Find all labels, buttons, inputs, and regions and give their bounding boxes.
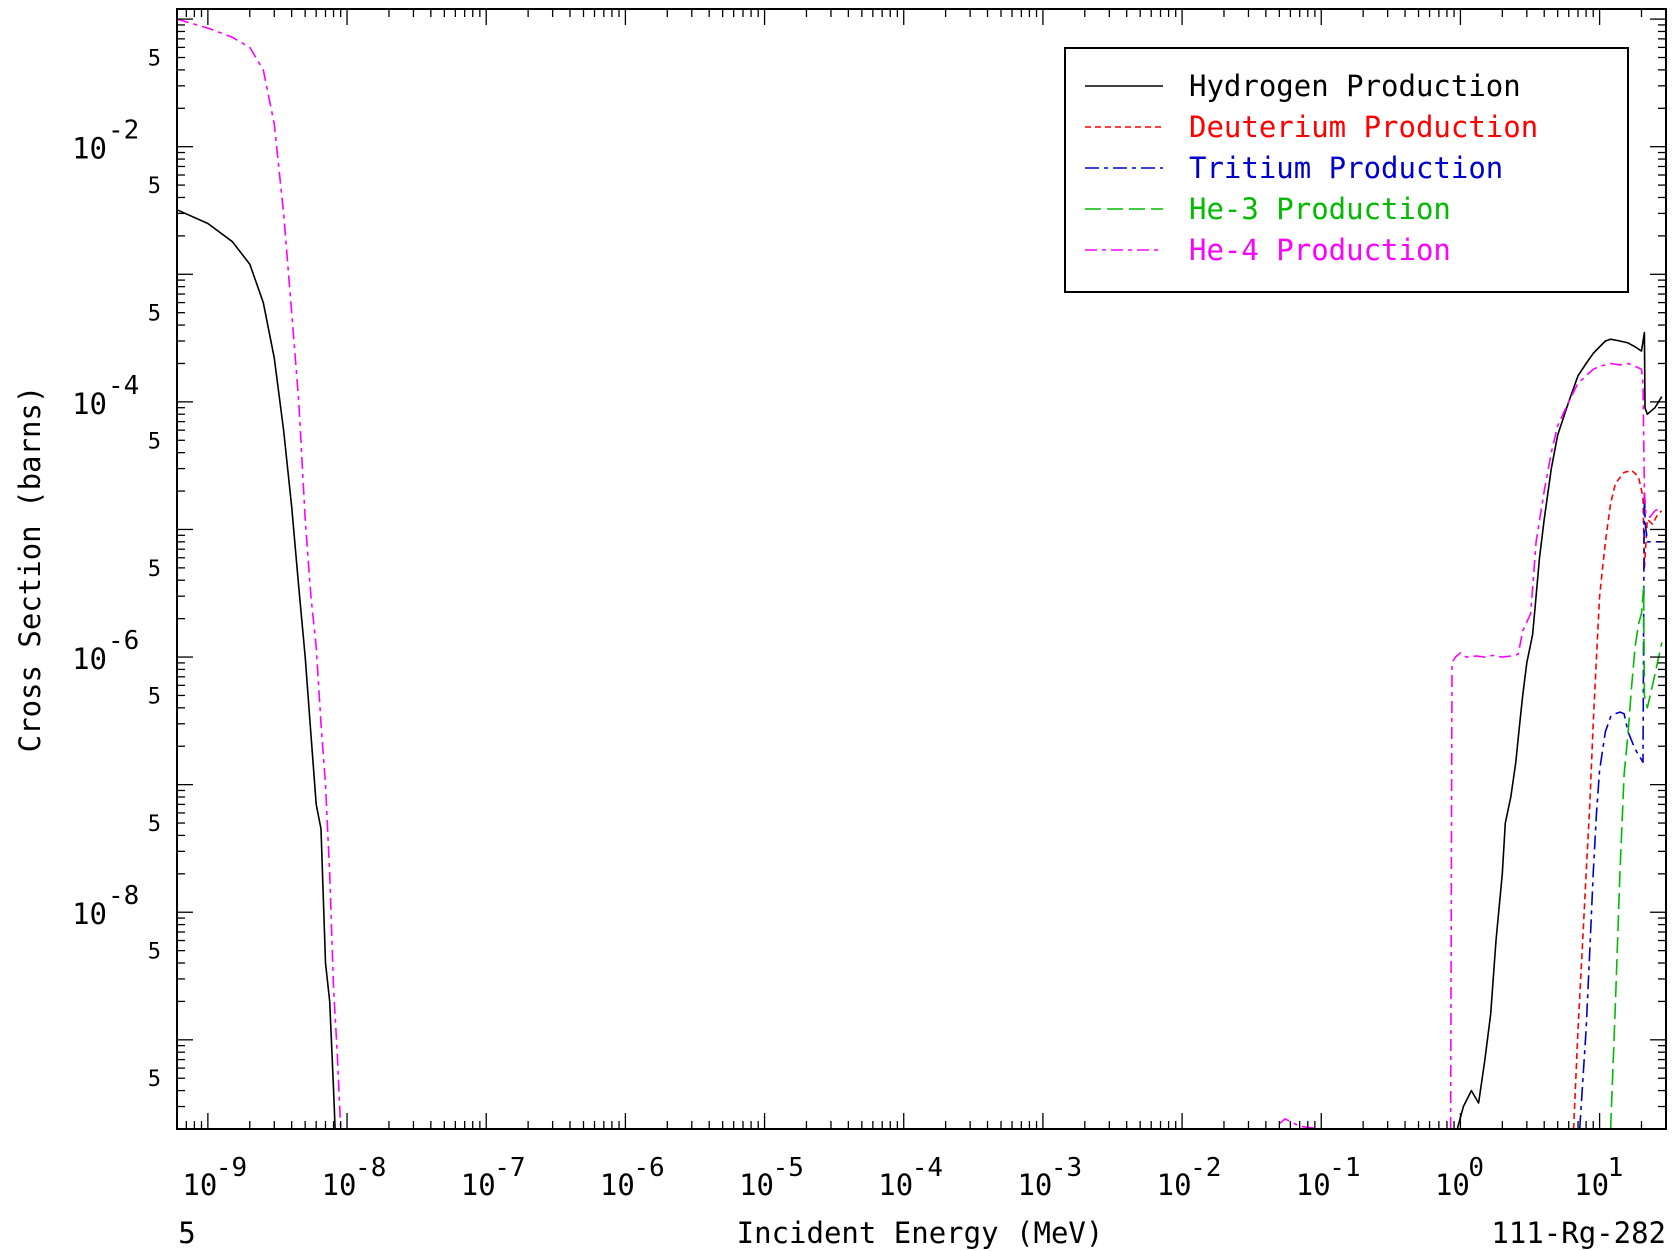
y-tick-label-exponent: -4	[108, 371, 139, 401]
series-line-he-4-production-part-1	[177, 18, 342, 1129]
y-tick-label-exponent: -8	[108, 881, 139, 911]
x-tick-label-base: 10	[182, 1168, 217, 1202]
series-curves	[177, 18, 1663, 1129]
series-line-deuterium-production-part-1	[1572, 469, 1663, 1129]
x-tick-label-base: 10	[322, 1168, 357, 1202]
x-tick-label-exponent: -9	[216, 1153, 247, 1183]
legend-label-he-4-production: He-4 Production	[1189, 233, 1451, 267]
x-tick-label-exponent: 1	[1608, 1153, 1624, 1183]
series-line-he-3-production-part-1	[1609, 586, 1663, 1129]
axis-ticks	[176, 9, 1667, 1130]
legend-label-he-3-production: He-3 Production	[1189, 192, 1451, 226]
x-tick-label-exponent: 0	[1468, 1153, 1484, 1183]
x-tick-label-base: 10	[1017, 1168, 1052, 1202]
axis-tick-labels: 10-9 10-8 10-7 10-6 10-5 10-4 10-3 10-2 10-1 100 1…	[72, 47, 1623, 1202]
legend-label-tritium-production: Tritium Production	[1189, 151, 1503, 185]
x-tick-label-base: 10	[1157, 1168, 1192, 1202]
legend: Hydrogen Production Deuterium Production T…	[1064, 47, 1629, 293]
x-tick-label-base: 10	[461, 1168, 496, 1202]
legend-label-deuterium-production: Deuterium Production	[1189, 110, 1538, 144]
x-tick-label-exponent: -8	[355, 1153, 386, 1183]
y-tick-label-five: 5	[148, 812, 161, 837]
plot-frame	[176, 8, 1667, 1130]
x-tick-label-exponent: -5	[773, 1153, 804, 1183]
x-tick-label-base: 10	[1574, 1168, 1609, 1202]
y-tick-label-five: 5	[148, 174, 161, 199]
x-tick-label-exponent: -2	[1190, 1153, 1221, 1183]
legend-items: Hydrogen Production Deuterium Production T…	[1085, 69, 1538, 267]
series-line-tritium-production-part-1	[1578, 490, 1662, 1129]
y-tick-label-five: 5	[148, 47, 161, 72]
series-line-hydrogen-production-part-1	[177, 209, 336, 1129]
x-tick-label-base: 10	[600, 1168, 635, 1202]
x-tick-label-base: 10	[878, 1168, 913, 1202]
series-line-he-4-production-part-3	[1449, 362, 1663, 1129]
y-tick-label-base: 10	[72, 642, 107, 676]
y-tick-label-base: 10	[72, 132, 107, 166]
y-tick-label-five: 5	[148, 557, 161, 582]
x-tick-label-base: 10	[1435, 1168, 1470, 1202]
y-tick-label-five: 5	[148, 429, 161, 454]
y-tick-label-five: 5	[148, 302, 161, 327]
y-tick-label-exponent: -6	[108, 626, 139, 656]
x-tick-label-exponent: -6	[633, 1153, 664, 1183]
x-tick-label-exponent: -4	[912, 1153, 943, 1183]
series-line-he-4-production-part-2	[1278, 1118, 1322, 1129]
y-axis-label: Cross Section (barns)	[13, 386, 47, 753]
y-tick-label-base: 10	[72, 897, 107, 931]
x-tick-label-base: 10	[1296, 1168, 1331, 1202]
corner-left-label: 5	[178, 1216, 195, 1250]
y-tick-label-five: 5	[148, 1067, 161, 1092]
legend-box	[1064, 47, 1629, 293]
x-tick-label-base: 10	[739, 1168, 774, 1202]
series-line-hydrogen-production-part-2	[1456, 331, 1663, 1129]
y-tick-label-five: 5	[148, 684, 161, 709]
y-tick-label-five: 5	[148, 940, 161, 965]
x-tick-label-exponent: -3	[1051, 1153, 1082, 1183]
x-tick-label-exponent: -7	[494, 1153, 525, 1183]
x-tick-label-exponent: -1	[1329, 1153, 1360, 1183]
legend-label-hydrogen-production: Hydrogen Production	[1189, 69, 1521, 103]
x-axis-label: Incident Energy (MeV)	[737, 1216, 1104, 1250]
y-tick-label-base: 10	[72, 387, 107, 421]
y-tick-label-exponent: -2	[108, 116, 139, 146]
dataset-label: 111-Rg-282	[1491, 1216, 1666, 1250]
